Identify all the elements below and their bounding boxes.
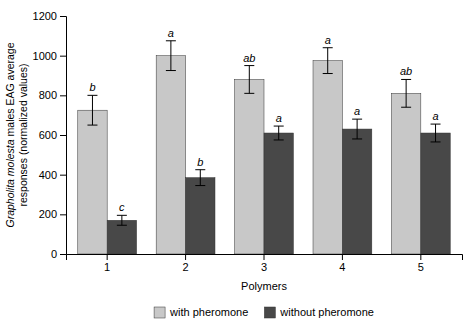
y-tick-label: 1000: [33, 50, 57, 62]
error-bar: [117, 215, 127, 225]
x-tick-label: 5: [418, 261, 424, 273]
y-tick-mark: [60, 254, 66, 255]
bar: [313, 61, 342, 254]
bar: [264, 133, 293, 254]
y-axis-title-part: Grapholita molesta: [4, 139, 16, 227]
y-axis: 0 200 400 600 800 1000 1200: [33, 10, 67, 260]
x-axis-title: Polymers: [241, 280, 287, 292]
x-tick-label: 2: [183, 261, 189, 273]
y-tick-label: 800: [39, 89, 57, 101]
x-tick: 1: [104, 254, 110, 273]
error-bar: [431, 124, 441, 142]
y-tick: 1000: [33, 50, 66, 62]
y-tick: 400: [39, 169, 66, 181]
x-tick: 5: [418, 254, 424, 273]
x-tick-label: 1: [104, 261, 110, 273]
y-tick-label: 600: [39, 129, 57, 141]
error-bar: [352, 119, 362, 139]
significance-label: a: [325, 34, 331, 46]
x-tick: 2: [183, 254, 189, 273]
bar-series: [78, 56, 421, 254]
error-bar: [274, 126, 284, 140]
y-tick-mark: [60, 135, 66, 136]
y-tick: 0: [51, 248, 66, 260]
x-tick-mark: [420, 254, 421, 260]
bar: [235, 79, 264, 254]
y-axis-line: [60, 17, 67, 255]
y-tick-mark: [60, 56, 66, 57]
y-tick-mark: [60, 175, 66, 176]
x-tick-mark: [342, 254, 343, 260]
error-bars: [87, 41, 411, 125]
error-bar: [166, 41, 176, 71]
x-axis-line: [67, 255, 463, 261]
y-tick: 600: [39, 129, 66, 141]
bar: [421, 133, 450, 254]
y-axis-title-part: males EAG average: [4, 42, 16, 139]
significance-label: ab: [243, 52, 255, 64]
significance-label: c: [119, 201, 125, 213]
y-tick: 200: [39, 208, 66, 220]
significance-label: a: [354, 105, 360, 117]
annotations: b a ab a ab c b a a a: [89, 27, 438, 214]
y-tick-label: 200: [39, 208, 57, 220]
legend-swatch: [154, 307, 165, 318]
y-axis-title: responses (normalized values): [17, 64, 29, 207]
x-tick-label: 3: [261, 261, 267, 273]
x-tick: 4: [339, 254, 345, 273]
y-tick-label: 0: [51, 248, 57, 260]
y-tick-mark: [60, 214, 66, 215]
legend: with pheromone without pheromone: [154, 306, 374, 318]
error-bar: [323, 48, 333, 74]
plot: 0 200 400 600 800 1000 1200 1 2 3 4 5 b a ab a ab c b a a a: [33, 10, 463, 273]
significance-label: a: [168, 27, 174, 39]
significance-label: a: [432, 110, 438, 122]
bar: [156, 56, 185, 254]
y-axis-title: Grapholita molesta males EAG average: [4, 42, 16, 227]
y-tick-label: 1200: [33, 10, 57, 22]
bar: [186, 178, 215, 254]
y-tick: 800: [39, 89, 66, 101]
significance-label: b: [89, 81, 95, 93]
legend-label: with pheromone: [169, 306, 248, 318]
x-axis: 1 2 3 4 5: [67, 254, 463, 273]
error-bar: [401, 79, 411, 107]
bar: [391, 93, 420, 254]
x-tick-mark: [264, 254, 265, 260]
legend-swatch: [264, 307, 275, 318]
bar-series: [107, 129, 450, 254]
y-tick-mark: [60, 16, 66, 17]
legend-label: without pheromone: [279, 306, 374, 318]
significance-label: b: [197, 156, 203, 168]
marks: [78, 41, 450, 254]
bar: [342, 129, 371, 254]
chart: 0 200 400 600 800 1000 1200 1 2 3 4 5 b a ab a ab c b a a a Po…: [0, 0, 474, 326]
error-bar: [87, 95, 97, 125]
y-tick: 1200: [33, 10, 66, 22]
legend-item: without pheromone: [264, 306, 374, 318]
y-tick-label: 400: [39, 169, 57, 181]
x-tick-label: 4: [339, 261, 345, 273]
bar: [78, 110, 107, 254]
error-bar: [195, 170, 205, 186]
x-tick: 3: [261, 254, 267, 273]
y-tick-mark: [60, 95, 66, 96]
legend-item: with pheromone: [154, 306, 248, 318]
significance-label: a: [276, 112, 282, 124]
significance-label: ab: [400, 65, 412, 77]
x-tick-mark: [107, 254, 108, 260]
error-bars: [117, 119, 441, 225]
x-tick-mark: [185, 254, 186, 260]
error-bar: [244, 66, 254, 94]
